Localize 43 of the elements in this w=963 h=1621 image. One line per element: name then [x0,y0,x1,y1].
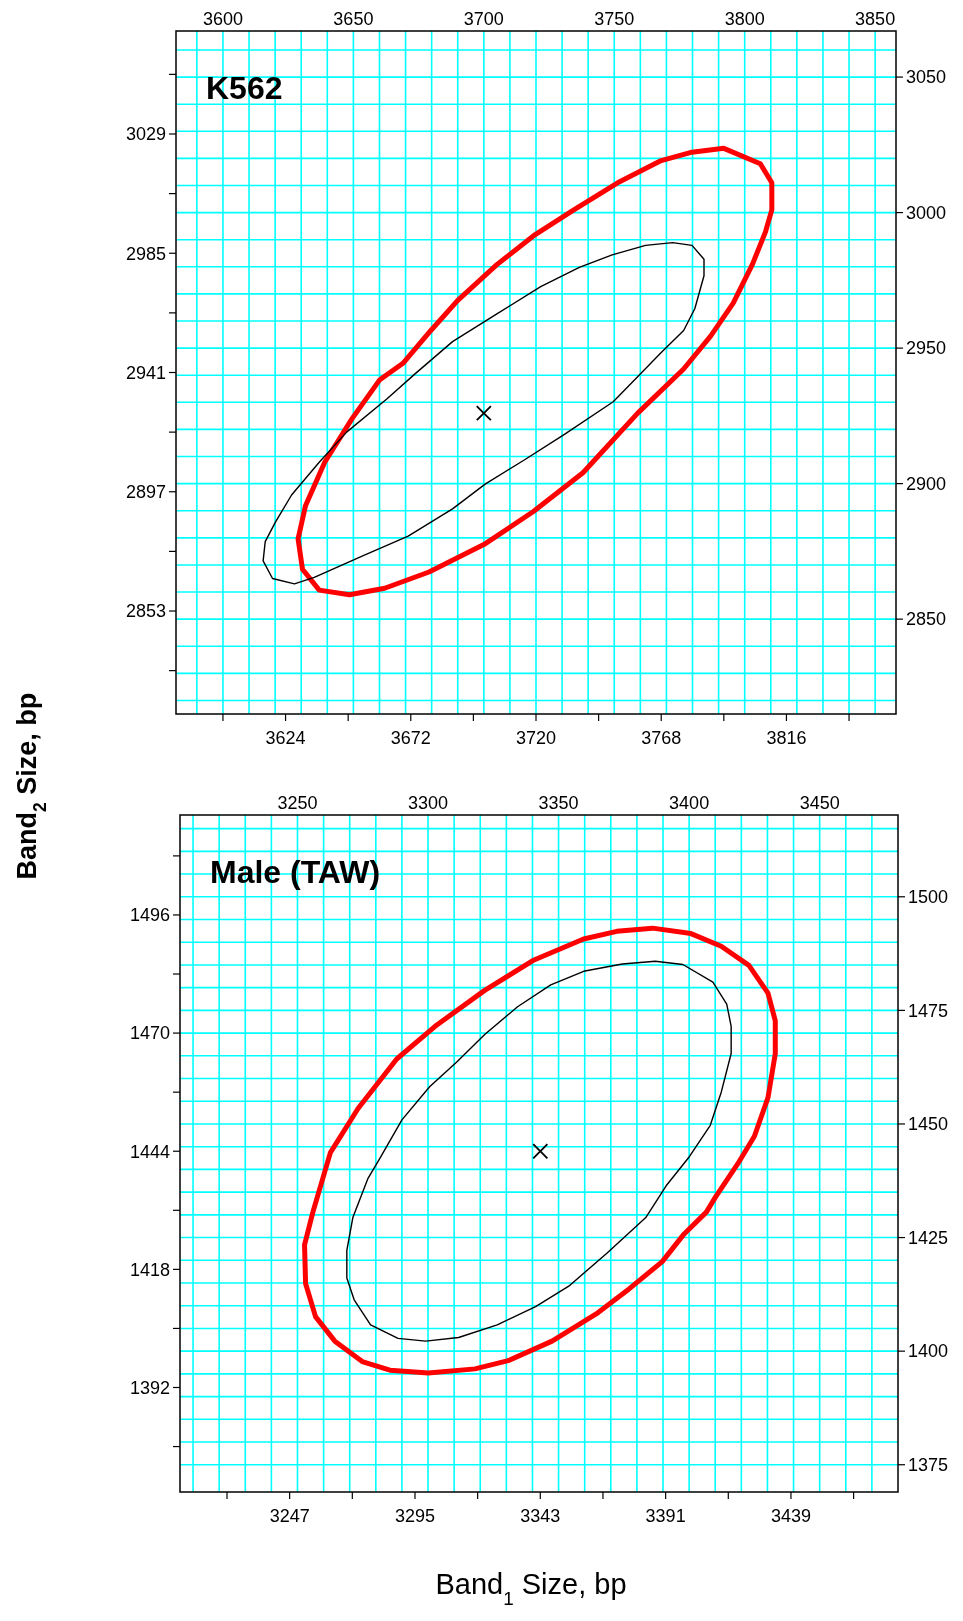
y2-tick-label: 3000 [906,202,947,223]
x-tick-label: 3816 [766,728,807,748]
x2-tick-label: 3800 [724,9,765,29]
x2-tick-label: 3400 [669,793,710,813]
x2-tick-label: 3700 [463,9,504,29]
y-tick-label: 1496 [129,905,170,926]
y2-tick-label: 1450 [908,1114,949,1135]
y2-tick-label: 1500 [908,887,949,908]
x2-tick-label: 3600 [202,9,243,29]
x2-tick-label: 3250 [277,793,318,813]
x-tick-label: 3343 [520,1506,561,1526]
y-tick-label: 3029 [125,124,166,145]
y2-tick-label: 1475 [908,1000,949,1021]
x-tick-label: 3720 [515,728,557,748]
x2-tick-label: 3750 [594,9,635,29]
y2-tick-label: 2850 [906,609,947,630]
y2-tick-label: 1375 [908,1455,949,1476]
x-axis-title: Band$_{1}$ Size, bp [435,1568,627,1609]
x-tick-label: 3391 [645,1506,686,1526]
y2-tick-label: 3050 [906,67,947,88]
x-tick-label: 3247 [269,1506,310,1526]
x-tick-label: 3768 [641,728,682,748]
y-tick-label: 1418 [129,1259,170,1280]
x2-tick-label: 3350 [538,793,579,813]
x-tick-label: 3295 [394,1506,436,1526]
y-tick-label: 1470 [129,1023,170,1044]
y2-tick-label: 2900 [906,473,947,494]
x2-tick-label: 3300 [408,793,449,813]
y2-tick-label: 1425 [908,1227,949,1248]
x-tick-label: 3672 [390,728,431,748]
y-tick-label: 2985 [125,243,166,264]
y-tick-label: 2897 [125,482,166,503]
x-tick-label: 3439 [770,1506,811,1526]
y-tick-label: 2941 [125,362,166,383]
x2-tick-label: 3450 [799,793,840,813]
y-tick-label: 1392 [129,1377,170,1398]
y2-tick-label: 2950 [906,338,947,359]
y-tick-label: 2853 [125,601,166,622]
x-tick-label: 3624 [265,728,306,748]
x2-tick-label: 3850 [855,9,896,29]
y-tick-label: 1444 [129,1141,170,1162]
x2-tick-label: 3650 [333,9,374,29]
y2-tick-label: 1400 [908,1341,949,1362]
